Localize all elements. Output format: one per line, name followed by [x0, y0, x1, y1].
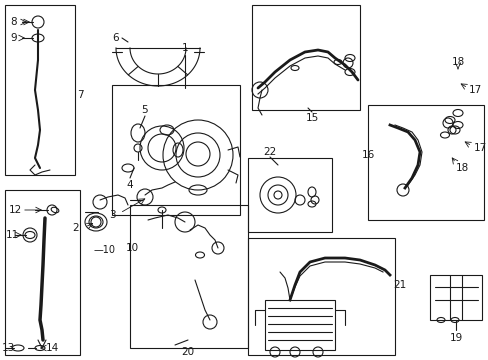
Bar	[264, 300, 334, 350]
Bar	[251, 5, 359, 110]
Text: 11: 11	[5, 230, 19, 240]
Text: 8: 8	[11, 17, 17, 27]
Text: 2: 2	[73, 223, 79, 233]
Bar	[247, 238, 394, 355]
Text: 3: 3	[108, 210, 115, 220]
Text: 4: 4	[126, 180, 133, 190]
Text: 15: 15	[305, 113, 318, 123]
Text: 22: 22	[263, 147, 276, 157]
Text: 16: 16	[361, 150, 374, 160]
Bar	[5, 190, 80, 355]
Text: 12: 12	[8, 205, 21, 215]
Text: 18: 18	[454, 163, 468, 173]
Text: 20: 20	[181, 347, 194, 357]
Text: —10: —10	[94, 245, 116, 255]
Text: 13: 13	[1, 343, 15, 353]
Bar	[5, 5, 75, 175]
Bar	[367, 105, 483, 220]
Text: 19: 19	[448, 333, 462, 343]
Text: 17: 17	[472, 143, 486, 153]
Text: 5: 5	[142, 105, 148, 115]
Text: 6: 6	[112, 33, 119, 43]
Text: 7: 7	[77, 90, 83, 100]
Text: 14: 14	[45, 343, 59, 353]
Bar	[429, 275, 481, 320]
Text: 1: 1	[182, 43, 188, 53]
Bar	[112, 85, 240, 215]
Text: 10: 10	[125, 243, 138, 253]
Text: 18: 18	[450, 57, 464, 67]
Bar	[130, 205, 247, 348]
Bar	[247, 158, 331, 232]
Text: 9: 9	[11, 33, 17, 43]
Text: 17: 17	[468, 85, 481, 95]
Text: 21: 21	[392, 280, 406, 290]
